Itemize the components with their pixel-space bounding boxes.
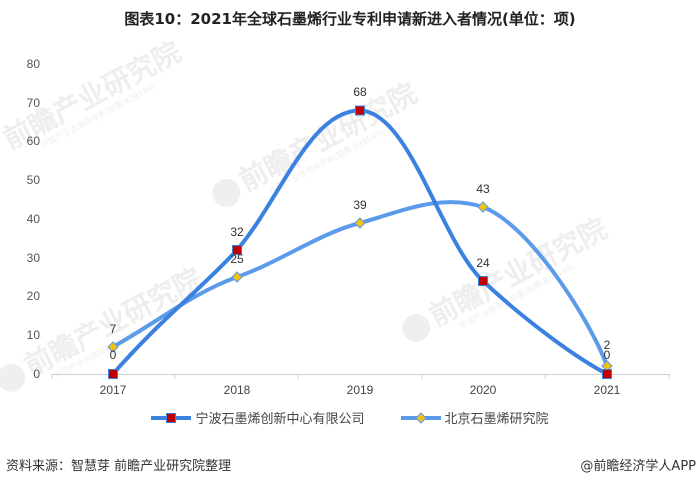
square-line-icon — [151, 412, 192, 423]
data-label: 7 — [110, 322, 117, 336]
markers-ningbo — [108, 105, 612, 379]
diamond-marker — [477, 201, 489, 213]
y-tick: 60 — [27, 134, 41, 148]
x-tick: 2021 — [594, 383, 621, 397]
data-label: 43 — [476, 182, 490, 196]
y-tick: 20 — [27, 289, 41, 303]
series-ningbo — [111, 108, 609, 376]
y-tick: 40 — [27, 212, 41, 226]
square-marker — [355, 105, 365, 116]
legend-item-beijing[interactable]: 北京石墨烯研究院 — [400, 408, 549, 427]
diamond-marker — [354, 217, 366, 229]
diamond-marker — [107, 341, 119, 353]
legend-item-ningbo[interactable]: 宁波石墨烯创新中心有限公司 — [151, 408, 365, 427]
data-label: 0 — [110, 348, 117, 362]
diamond-line-icon — [400, 411, 441, 424]
diamond-marker — [231, 271, 243, 283]
data-label: 68 — [353, 85, 367, 99]
square-marker — [478, 276, 488, 286]
data-label: 2 — [604, 338, 611, 352]
square-marker — [108, 369, 118, 379]
data-label: 32 — [230, 225, 244, 239]
x-tick: 2020 — [470, 383, 497, 397]
chart-legend: 宁波石墨烯创新中心有限公司 北京石墨烯研究院 — [0, 408, 700, 427]
square-marker — [232, 245, 242, 255]
y-tick: 50 — [27, 173, 41, 187]
source-note: 资料来源：智慧芽 前瞻产业研究院整理 — [6, 459, 232, 474]
svg-text:前瞻产业研究院: 前瞻产业研究院 — [234, 77, 423, 198]
data-labels-ningbo: 0 32 68 24 0 — [110, 85, 611, 362]
data-label: 24 — [476, 256, 490, 270]
x-axis: 2017 2018 2019 2020 2021 — [51, 374, 670, 397]
watermark: 前瞻产业研究院 中国产业咨询领导者(股票:839599) 前瞻产业研究院 中国产… — [0, 35, 612, 392]
y-tick: 10 — [27, 328, 41, 342]
series-beijing — [111, 200, 609, 368]
x-tick: 2018 — [224, 383, 251, 397]
credit-note: @前瞻经济学人APP — [580, 459, 696, 474]
legend-label: 宁波石墨烯创新中心有限公司 — [195, 412, 365, 427]
y-tick: 0 — [33, 367, 40, 381]
y-tick: 70 — [27, 96, 41, 110]
y-tick: 30 — [27, 251, 41, 265]
legend-label: 北京石墨烯研究院 — [444, 412, 549, 427]
data-label: 39 — [353, 198, 367, 212]
data-labels-beijing: 7 25 39 43 2 — [110, 182, 611, 352]
x-tick: 2017 — [100, 383, 127, 397]
chart-title: 图表10：2021年全球石墨烯行业专利申请新进入者情况(单位：项) — [124, 10, 576, 28]
x-tick: 2019 — [347, 383, 374, 397]
data-label: 0 — [604, 348, 611, 362]
y-tick: 80 — [27, 57, 41, 71]
data-label: 25 — [230, 252, 244, 266]
y-axis: 0 10 20 30 40 50 60 70 80 — [27, 57, 41, 381]
square-marker — [602, 369, 612, 379]
